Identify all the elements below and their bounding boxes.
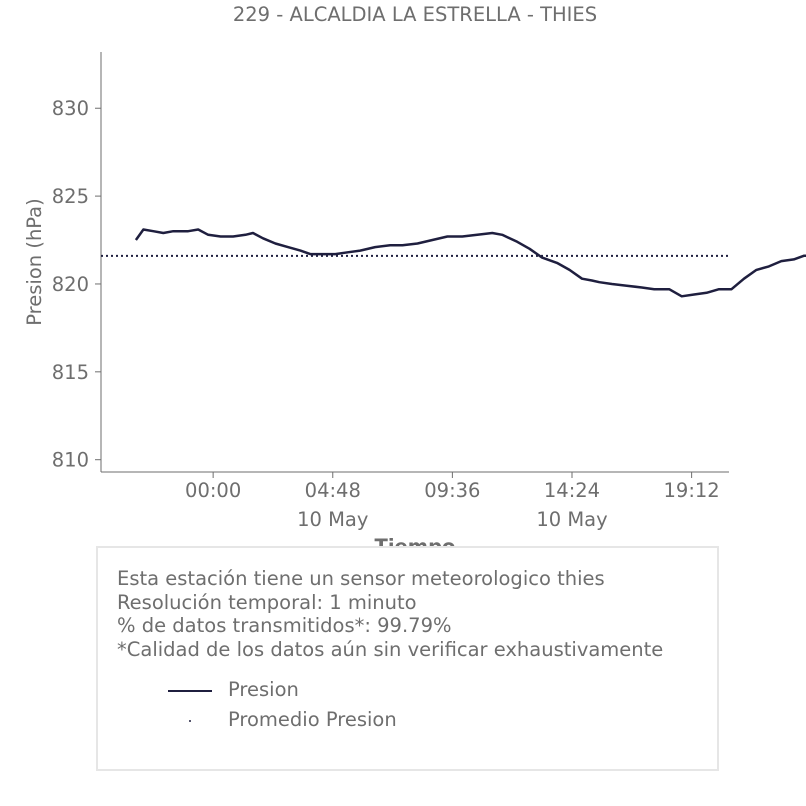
info-line-resolution: Resolución temporal: 1 minuto [117,590,417,614]
x-axis-label: Tiempo [375,535,456,546]
y-tick-label: 830 [52,97,89,120]
legend-dot-swatch [189,720,191,722]
legend-label-presion: Presion [228,678,299,701]
info-line-quality: *Calidad de los datos aún sin verificar … [117,637,664,661]
series-line-presion [134,228,806,298]
info-line-transmitted: % de datos transmitidos*: 99.79% [117,614,452,637]
x-tick-date-label: 10 May [536,508,607,531]
x-tick-label: 09:36 [424,479,480,502]
y-axis-label: Presion (hPa) [23,198,46,325]
chart-title: 229 - ALCALDIA LA ESTRELLA - THIES [233,3,597,26]
y-tick-label: 815 [52,361,89,384]
x-tick-label: 19:12 [664,479,720,502]
info-box: Esta estación tiene un sensor meteorolog… [96,546,719,771]
x-tick-label: 14:24 [544,479,600,502]
legend-line-swatch [168,690,212,692]
info-line-sensor: Esta estación tiene un sensor meteorolog… [117,567,605,590]
x-tick-label: 04:48 [305,479,361,502]
x-tick-date-label: 10 May [297,508,368,531]
y-tick-label: 820 [52,273,89,296]
pressure-chart: 229 - ALCALDIA LA ESTRELLA - THIES 81081… [23,3,806,546]
chart-axes [100,52,729,473]
y-tick-label: 810 [52,449,89,472]
legend-label-promedio: Promedio Presion [228,708,397,731]
chart-ticks: 810 815 820 825 830 00:00 04:48 10 May 09:36 14:2… [52,97,720,531]
y-tick-label: 825 [52,185,89,208]
x-tick-label: 00:00 [185,479,241,502]
station-info: Esta estación tiene un sensor meteorolog… [117,567,663,661]
chart-series [101,228,806,298]
